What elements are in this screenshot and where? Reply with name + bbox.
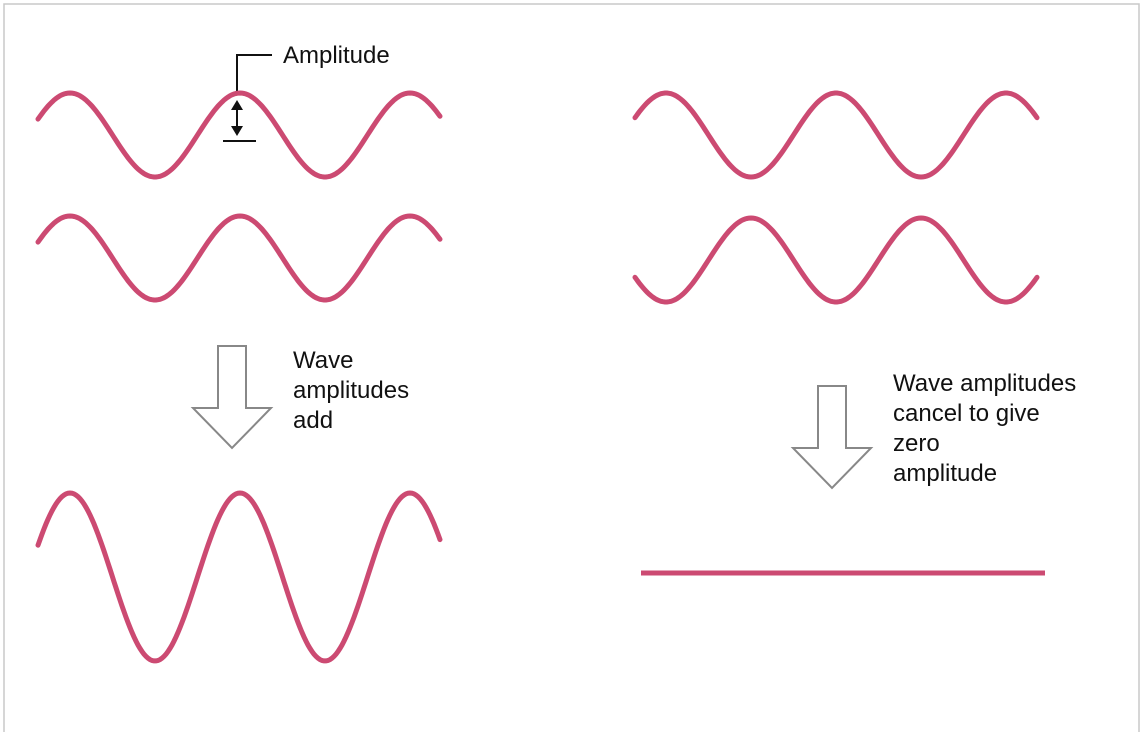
arrow-head (231, 100, 243, 110)
waves (35, 90, 1040, 664)
caption-line: zero (893, 430, 940, 457)
wave (35, 90, 443, 180)
caption-line: amplitudes (293, 377, 409, 404)
caption-line: amplitude (893, 460, 997, 487)
caption-line: cancel to give (893, 400, 1040, 427)
down-arrow (790, 385, 874, 490)
wave (35, 490, 443, 664)
label-leader (236, 54, 272, 92)
captions: Wave amplitudes add Wave amplitudes cancel t… (293, 347, 1076, 487)
caption-line: Wave amplitudes (893, 370, 1076, 397)
wave (35, 213, 443, 303)
caption-line: Wave (293, 347, 353, 374)
frame (3, 3, 1140, 732)
down-arrow (190, 345, 274, 450)
arrow-head (231, 126, 243, 136)
wave (632, 215, 1040, 305)
caption-line: add (293, 407, 333, 434)
wave (632, 90, 1040, 180)
amplitude-label: Amplitude (283, 42, 390, 69)
